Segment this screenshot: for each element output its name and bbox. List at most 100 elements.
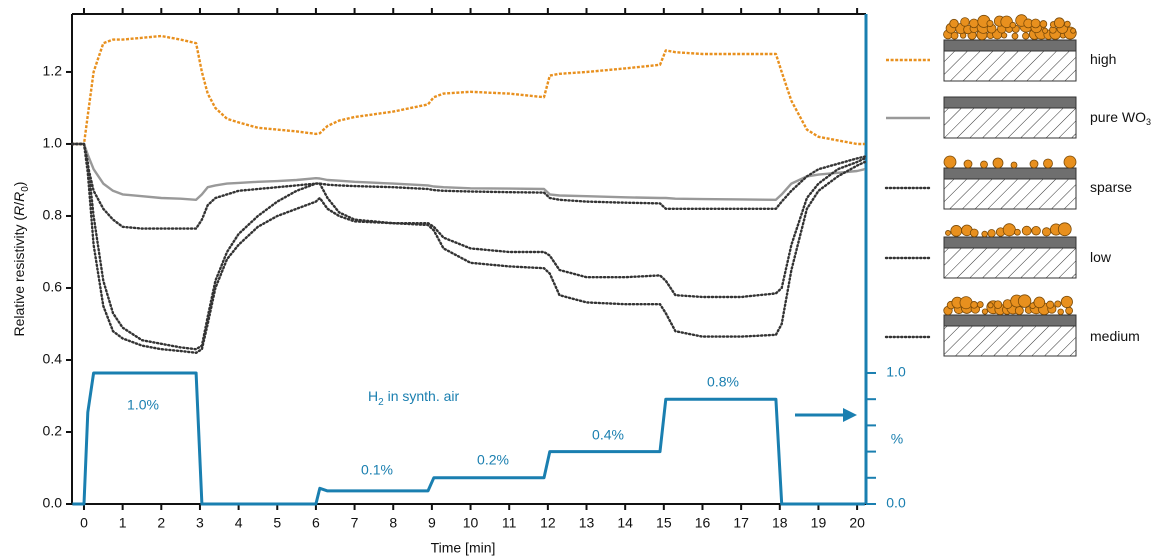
particle-icon (1030, 160, 1038, 168)
substrate-icon (944, 248, 1076, 278)
x-tick-label: 10 (463, 515, 479, 531)
particle-icon (1022, 226, 1031, 235)
legend-label: sparse (1090, 179, 1132, 195)
particle-icon (1018, 295, 1031, 308)
particle-icon (944, 156, 956, 168)
particle-icon (1054, 18, 1064, 28)
x-tick-label: 5 (273, 515, 281, 531)
x-axis-label: Time [min] (431, 540, 496, 556)
particle-icon (970, 229, 978, 237)
particle-icon (1014, 229, 1020, 235)
particle-icon (993, 158, 1003, 168)
particle-icon (1001, 33, 1006, 38)
step-label: 0.4% (592, 427, 624, 443)
particle-icon (1003, 224, 1015, 236)
particle-icon (988, 303, 993, 308)
y2-tick-label: 1.0 (886, 364, 906, 380)
legend-subscript: 3 (1146, 117, 1151, 127)
x-tick-label: 6 (312, 515, 320, 531)
substrate-icon (944, 51, 1076, 81)
y-tick-label: 0.0 (43, 495, 63, 511)
particle-icon (982, 231, 988, 237)
x-tick-label: 19 (811, 515, 827, 531)
legend-text: high (1090, 51, 1116, 67)
film-icon (944, 40, 1076, 51)
x-tick-label: 7 (351, 515, 359, 531)
substrate-icon (944, 179, 1076, 209)
legend-label: medium (1090, 328, 1140, 344)
particle-icon (1015, 307, 1023, 315)
particle-icon (970, 19, 979, 28)
x-tick-label: 2 (157, 515, 165, 531)
x-tick-label: 20 (849, 515, 865, 531)
x-tick-label: 4 (235, 515, 243, 531)
particle-icon (982, 309, 987, 314)
particle-icon (971, 301, 978, 308)
particle-icon (1031, 19, 1040, 28)
particle-icon (1012, 33, 1018, 39)
y-tick-label: 1.2 (43, 63, 63, 79)
y-tick-label: 0.6 (43, 279, 63, 295)
legend-text: sparse (1090, 179, 1132, 195)
legend-text: medium (1090, 328, 1140, 344)
particle-icon (994, 301, 1002, 309)
particle-icon (945, 230, 950, 235)
arrow-head (843, 408, 857, 422)
series-line (72, 144, 864, 349)
particle-icon (1071, 28, 1076, 33)
particle-icon (1040, 21, 1047, 28)
y-tick-label: 0.8 (43, 207, 63, 223)
legend-text: pure WO (1090, 109, 1146, 125)
step-label: 0.8% (707, 374, 739, 390)
particle-icon (1010, 22, 1016, 28)
legend-label: pure WO3 (1090, 109, 1151, 128)
particle-icon (1032, 226, 1041, 235)
particle-icon (1011, 162, 1017, 168)
particle-icon (1047, 301, 1054, 308)
y-tick-label: 0.2 (43, 423, 63, 439)
substrate-icon (944, 108, 1076, 138)
substrate-icon (944, 326, 1076, 356)
y-tick-label: 1.0 (43, 135, 63, 151)
particle-icon (1058, 223, 1071, 236)
legend-label: high (1090, 51, 1116, 67)
particle-icon (977, 302, 983, 308)
annotation: H2 in synth. air (368, 388, 460, 408)
x-tick-label: 13 (579, 515, 595, 531)
legend-label: low (1090, 249, 1112, 265)
particle-icon (964, 160, 972, 168)
step-label: 1.0% (127, 397, 159, 413)
particle-icon (960, 297, 972, 309)
x-tick-label: 15 (656, 515, 672, 531)
particle-icon (1043, 28, 1048, 33)
x-tick-label: 0 (80, 515, 88, 531)
y2-axis-label: % (891, 431, 903, 447)
particle-icon (1044, 159, 1053, 168)
particle-icon (1061, 296, 1072, 307)
x-tick-label: 14 (617, 515, 633, 531)
particle-icon (1058, 309, 1064, 315)
x-tick-label: 3 (196, 515, 204, 531)
particle-icon (1064, 156, 1076, 168)
particle-icon (951, 225, 962, 236)
particle-icon (1042, 228, 1050, 236)
x-tick-label: 17 (733, 515, 749, 531)
x-tick-label: 1 (119, 515, 127, 531)
y-axis-label: Relative resistivity (R/R0) (11, 182, 31, 337)
step-label: 0.1% (361, 462, 393, 478)
x-tick-label: 9 (428, 515, 436, 531)
series-line (72, 144, 864, 229)
film-icon (944, 168, 1076, 179)
film-icon (944, 237, 1076, 248)
particle-icon (1055, 301, 1061, 307)
particle-icon (1064, 21, 1070, 27)
particle-icon (1066, 307, 1073, 314)
chart: Relative resistivity (R/R0) Time [min] H… (0, 0, 1161, 558)
x-tick-label: 11 (502, 515, 517, 531)
x-tick-label: 8 (389, 515, 397, 531)
film-icon (944, 97, 1076, 108)
x-tick-label: 12 (540, 515, 556, 531)
concentration-line (72, 373, 864, 504)
particle-icon (961, 18, 970, 27)
step-label: 0.2% (477, 452, 509, 468)
